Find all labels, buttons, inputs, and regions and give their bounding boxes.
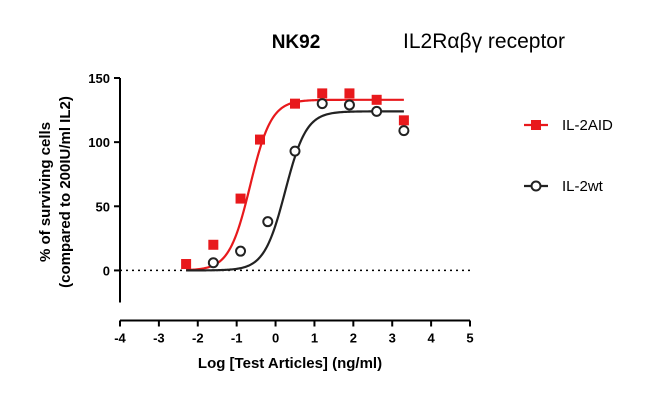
fit-curve-IL-2AID bbox=[186, 98, 404, 272]
legend-marker-IL-2wt bbox=[530, 180, 542, 192]
axes: 0 50 100 150 -4 -3 -2 -1 0 1 2 3 4 5 bbox=[88, 71, 473, 346]
y-tick-label-0: 0 bbox=[103, 263, 110, 278]
legend-marker-IL-2AID bbox=[531, 120, 541, 130]
point-IL-2AID-6 bbox=[344, 88, 355, 99]
fit-curves bbox=[186, 98, 404, 272]
y-axis-label-line-2: (compared to 200IU/ml IL2) bbox=[57, 96, 74, 288]
point-IL-2AID-0 bbox=[181, 259, 192, 270]
point-IL-2wt-1 bbox=[207, 257, 219, 269]
legend-label-IL-2AID: IL-2AID bbox=[562, 117, 613, 134]
x-axis-label: Log [Test Articles] (ng/ml) bbox=[198, 355, 382, 372]
x-tick-label--2: -2 bbox=[192, 331, 204, 346]
point-IL-2wt-4 bbox=[289, 145, 301, 157]
point-IL-2AID-1 bbox=[208, 239, 219, 250]
x-tick-label-3: 3 bbox=[389, 331, 396, 346]
point-IL-2wt-7 bbox=[371, 105, 383, 117]
y-axis-label-line-1: % of surviving cells bbox=[37, 122, 54, 262]
x-tick-label-0: 0 bbox=[272, 331, 279, 346]
chart-title: NK92 bbox=[272, 32, 321, 53]
x-tick-label-2: 2 bbox=[350, 331, 357, 346]
x-tick-label--4: -4 bbox=[114, 331, 126, 346]
point-IL-2AID-3 bbox=[255, 134, 265, 145]
point-IL-2AID-7 bbox=[371, 94, 382, 105]
point-IL-2AID-4 bbox=[290, 98, 300, 109]
point-IL-2wt-3 bbox=[262, 216, 274, 228]
point-IL-2AID-2 bbox=[235, 193, 246, 204]
point-IL-2AID-8 bbox=[398, 115, 409, 126]
y-tick-label-50: 50 bbox=[96, 199, 110, 214]
legend: IL-2AID IL-2wt bbox=[524, 117, 613, 195]
legend-label-IL-2wt: IL-2wt bbox=[562, 178, 604, 195]
point-IL-2wt-8 bbox=[398, 125, 410, 137]
fit-curve-IL-2wt bbox=[186, 110, 404, 272]
point-IL-2wt-2 bbox=[235, 245, 247, 257]
point-IL-2wt-5 bbox=[316, 98, 328, 110]
y-tick-label-150: 150 bbox=[88, 71, 110, 86]
point-IL-2wt-6 bbox=[343, 99, 355, 111]
chart-subtitle: IL2Rαβγ receptor bbox=[403, 30, 565, 53]
x-tick-label-5: 5 bbox=[466, 331, 473, 346]
point-IL-2AID-5 bbox=[317, 88, 328, 99]
y-tick-label-100: 100 bbox=[88, 135, 110, 150]
x-tick-label-1: 1 bbox=[311, 331, 318, 346]
x-tick-label-4: 4 bbox=[427, 331, 435, 346]
x-tick-label--1: -1 bbox=[231, 331, 243, 346]
data-points bbox=[181, 88, 410, 270]
x-tick-label--3: -3 bbox=[153, 331, 165, 346]
